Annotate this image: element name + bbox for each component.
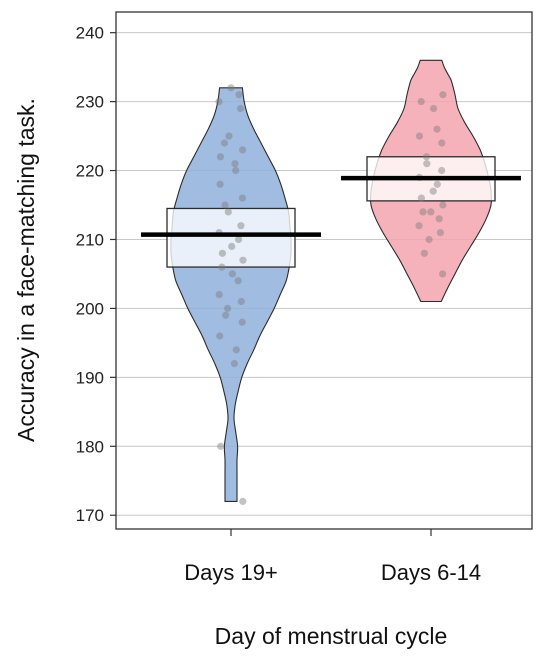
- data-point: [429, 187, 437, 195]
- data-point: [239, 146, 247, 154]
- data-point: [228, 242, 236, 250]
- data-point: [239, 497, 247, 505]
- data-point: [439, 201, 447, 209]
- data-point: [430, 104, 438, 113]
- data-point: [224, 208, 232, 216]
- data-point: [234, 277, 242, 285]
- x-tick-label: Days 19+: [184, 560, 278, 585]
- data-point: [232, 166, 240, 175]
- y-tick-label: 240: [76, 24, 104, 43]
- y-tick-label: 230: [76, 93, 104, 112]
- inference-band: [166, 207, 296, 268]
- data-point: [227, 84, 235, 92]
- data-point: [225, 132, 233, 140]
- y-tick-label: 170: [76, 506, 104, 525]
- data-point: [415, 222, 423, 230]
- data-point: [221, 201, 229, 209]
- data-point: [237, 222, 245, 230]
- data-point: [235, 91, 243, 99]
- data-point: [422, 153, 431, 161]
- data-point: [216, 180, 224, 188]
- x-axis-title: Day of menstrual cycle: [215, 623, 448, 649]
- data-point: [433, 125, 441, 133]
- plot-frame: [115, 11, 533, 530]
- data-point: [427, 208, 435, 216]
- violins: [170, 59, 493, 502]
- data-point: [436, 229, 444, 237]
- data-point: [417, 98, 425, 106]
- data-point: [439, 270, 447, 278]
- data-point: [238, 318, 246, 326]
- data-point: [238, 194, 246, 202]
- mean-lines: [141, 175, 521, 237]
- y-axis-title: Accuracy in a face-matching task.: [13, 98, 39, 442]
- data-point: [425, 235, 433, 244]
- data-point: [419, 208, 427, 216]
- data-point: [215, 98, 223, 106]
- data-point: [218, 263, 226, 271]
- data-point: [433, 180, 441, 188]
- y-tick-label: 180: [76, 437, 104, 456]
- data-point: [420, 249, 428, 257]
- data-point: [415, 132, 424, 140]
- data-point: [439, 91, 447, 99]
- data-point: [218, 249, 226, 257]
- y-tick-label: 190: [76, 368, 104, 387]
- data-point: [423, 160, 431, 168]
- data-point: [224, 304, 232, 312]
- y-tick-label: 200: [76, 299, 104, 318]
- data-point: [232, 346, 240, 354]
- data-point: [215, 291, 223, 299]
- y-tick-label: 210: [76, 230, 104, 249]
- x-tick-label: Days 6-14: [381, 560, 481, 585]
- data-point: [231, 160, 239, 168]
- data-point: [217, 442, 225, 450]
- data-point: [222, 311, 230, 319]
- data-point: [417, 194, 425, 202]
- data-point: [216, 332, 224, 340]
- data-point: [230, 360, 238, 368]
- data-point: [438, 166, 446, 175]
- y-tick-label: 220: [76, 162, 104, 181]
- data-points: [215, 84, 447, 505]
- data-point: [220, 139, 229, 147]
- data-point: [438, 139, 446, 147]
- data-point: [235, 235, 243, 244]
- data-point: [216, 153, 224, 161]
- data-point: [236, 104, 245, 113]
- data-point: [239, 256, 247, 264]
- data-point: [228, 270, 236, 278]
- y-axis-ticks: 170 180 190 200 210 220 230 240: [76, 24, 116, 525]
- x-axis-ticks: Days 19+ Days 6-14: [184, 529, 481, 585]
- violin-1: [170, 87, 292, 502]
- data-point: [237, 297, 245, 306]
- data-point: [435, 215, 443, 223]
